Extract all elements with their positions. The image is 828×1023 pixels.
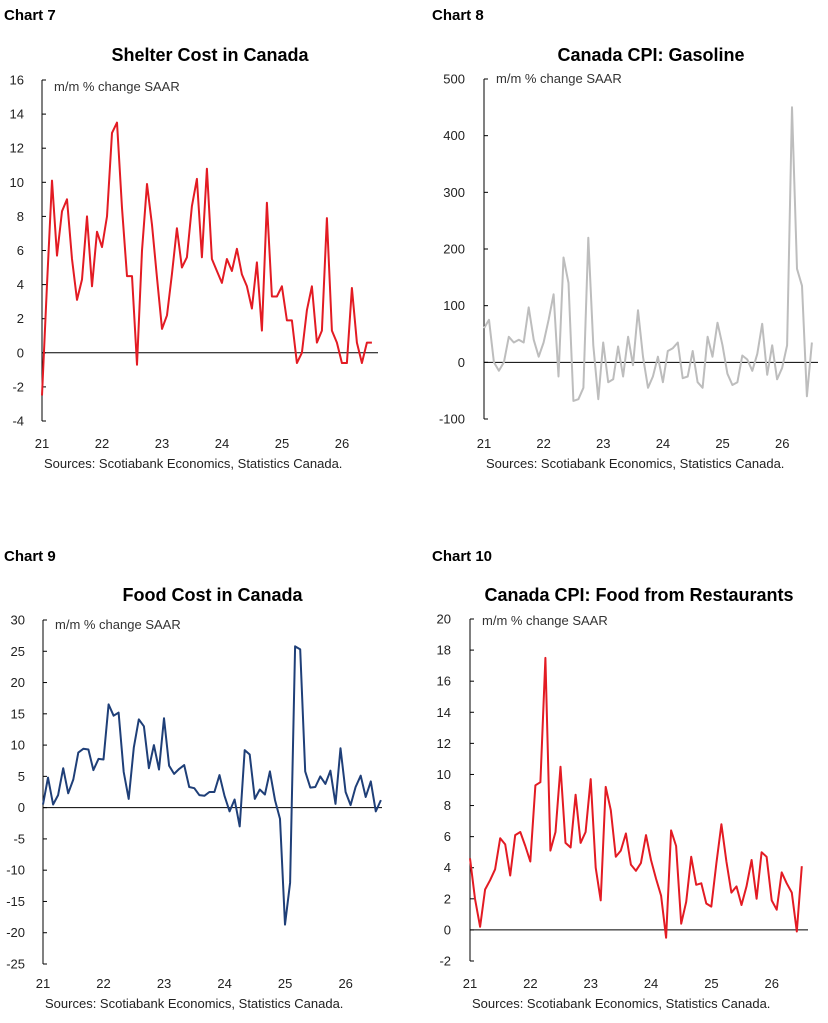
source-note: Sources: Scotiabank Economics, Statistic… [472,996,770,1011]
unit-note: m/m % change SAAR [482,613,608,628]
chart-gasoline-cpi: Chart 8 Canada CPI: Gasoline m/m % change … [432,7,818,471]
chart-number-label: Chart 7 [4,7,56,24]
source-note: Sources: Scotiabank Economics, Statistic… [486,456,784,471]
y-tick-label: 4 [17,277,24,292]
y-tick-label: 2 [444,891,451,906]
chart-food-restaurants: Chart 10 Canada CPI: Food from Restaurant… [432,548,808,1011]
y-tick-label: 200 [443,242,465,257]
y-tick-label: 20 [437,612,451,627]
y-tick-label: 10 [437,767,451,782]
y-tick-label: 12 [437,736,451,751]
y-tick-label: 30 [11,613,25,628]
y-tick-label: 16 [437,674,451,689]
chart-title: Canada CPI: Gasoline [557,45,744,65]
y-tick-label: 0 [458,355,465,370]
x-tick-label: 22 [95,436,109,451]
x-tick-label: 22 [536,436,550,451]
y-tick-label: 100 [443,298,465,313]
unit-note: m/m % change SAAR [55,617,181,632]
x-tick-label: 23 [157,976,171,991]
unit-note: m/m % change SAAR [496,71,622,86]
chart-title: Food Cost in Canada [123,585,304,605]
y-tick-label: 0 [18,800,25,815]
y-tick-label: -25 [6,957,25,972]
x-tick-label: 21 [35,436,49,451]
y-tick-label: 2 [17,311,24,326]
y-tick-label: -20 [6,925,25,940]
chart-number-label: Chart 9 [4,548,56,565]
y-tick-label: 14 [10,107,24,122]
chart-number-label: Chart 10 [432,548,492,565]
x-tick-label: 21 [477,436,491,451]
y-tick-label: 18 [437,643,451,658]
y-tick-label: -100 [439,412,465,427]
chart-number-label: Chart 8 [432,7,484,24]
x-tick-label: 23 [155,436,169,451]
y-tick-label: 500 [443,72,465,87]
unit-note: m/m % change SAAR [54,79,180,94]
y-tick-label: 8 [444,798,451,813]
y-tick-label: -10 [6,863,25,878]
y-tick-label: 300 [443,185,465,200]
x-tick-label: 23 [596,436,610,451]
y-tick-label: 25 [11,644,25,659]
y-tick-label: -15 [6,894,25,909]
x-tick-label: 22 [523,976,537,991]
y-tick-label: 8 [17,209,24,224]
y-tick-label: 0 [444,922,451,937]
series-line [41,121,372,396]
y-tick-label: -4 [12,414,24,429]
source-note: Sources: Scotiabank Economics, Statistic… [44,456,342,471]
chart-title: Shelter Cost in Canada [111,45,309,65]
x-tick-label: 25 [278,976,292,991]
x-tick-label: 24 [217,976,231,991]
x-tick-label: 26 [338,976,352,991]
y-tick-label: 12 [10,141,24,156]
y-tick-label: 0 [17,345,24,360]
y-tick-label: 400 [443,128,465,143]
y-tick-label: 14 [437,705,451,720]
y-tick-label: 16 [10,73,24,88]
series-line [483,106,813,402]
chart-shelter-cost: Chart 7 Shelter Cost in Canada m/m % chang… [4,7,378,471]
x-tick-label: 24 [215,436,229,451]
y-tick-label: 20 [11,675,25,690]
chart-title: Canada CPI: Food from Restaurants [484,585,793,605]
y-tick-label: -2 [439,954,451,969]
x-tick-label: 22 [96,976,110,991]
source-note: Sources: Scotiabank Economics, Statistic… [45,996,343,1011]
x-tick-label: 24 [656,436,670,451]
y-tick-label: 6 [17,243,24,258]
y-tick-label: 5 [18,769,25,784]
series-line [469,656,803,939]
x-tick-label: 24 [644,976,658,991]
x-tick-label: 21 [463,976,477,991]
y-tick-label: 6 [444,829,451,844]
x-tick-label: 21 [36,976,50,991]
series-line [42,645,382,926]
x-tick-label: 26 [775,436,789,451]
x-tick-label: 25 [275,436,289,451]
y-tick-label: 15 [11,706,25,721]
y-tick-label: -2 [12,379,24,394]
chart-food-cost: Chart 9 Food Cost in Canada m/m % change S… [4,548,382,1011]
y-tick-label: -5 [13,831,25,846]
x-tick-label: 25 [715,436,729,451]
y-tick-label: 4 [444,860,451,875]
y-tick-label: 10 [10,175,24,190]
x-tick-label: 26 [335,436,349,451]
y-tick-label: 10 [11,738,25,753]
x-tick-label: 23 [583,976,597,991]
x-tick-label: 26 [765,976,779,991]
x-tick-label: 25 [704,976,718,991]
